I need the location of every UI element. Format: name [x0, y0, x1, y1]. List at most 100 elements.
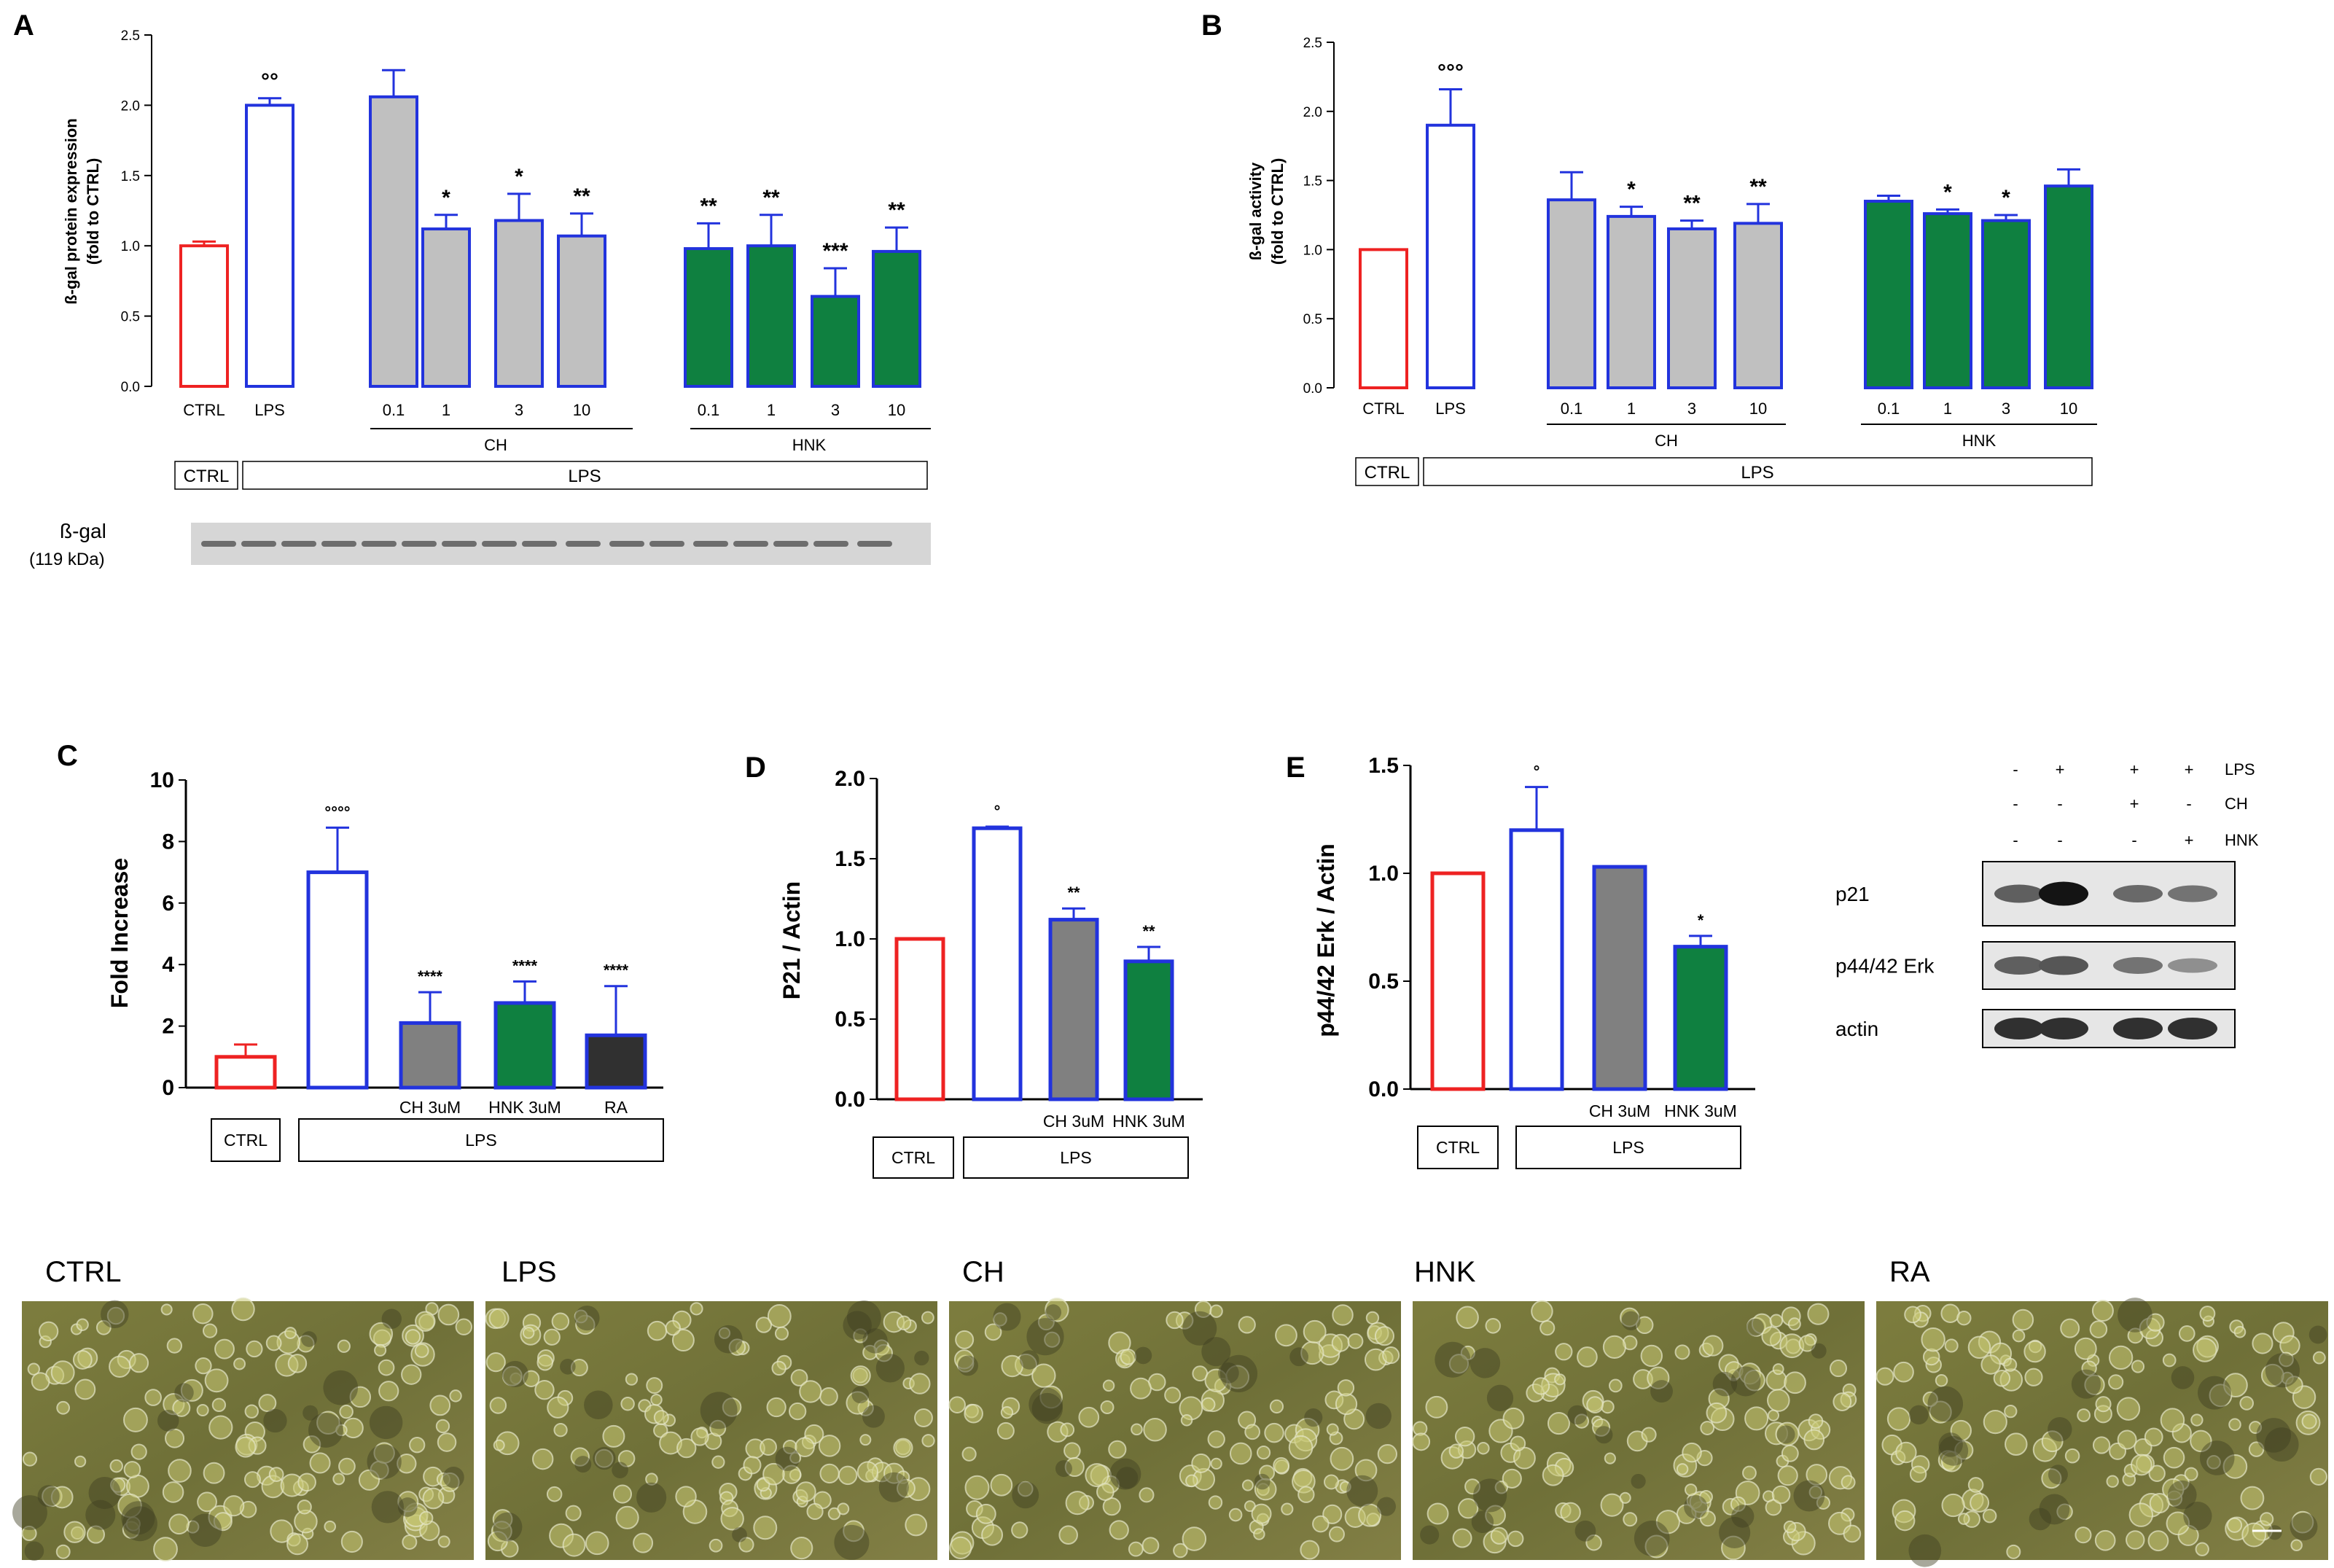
group-label-hnk: HNK: [792, 436, 827, 454]
cell: [117, 1493, 142, 1518]
cell: [1244, 1424, 1261, 1440]
cell: [1228, 1507, 1243, 1522]
cell: [2012, 1329, 2026, 1343]
y-tick-label: 1.5: [1368, 754, 1399, 778]
cell: [397, 1454, 417, 1474]
blot-band: [2039, 881, 2088, 906]
cell: [195, 1357, 212, 1375]
y-axis-label-line2: (fold to CTRL): [84, 158, 102, 265]
cell: [1956, 1310, 1972, 1326]
cell: [675, 1486, 697, 1507]
bar: [2044, 184, 2093, 390]
cell: [488, 1308, 510, 1329]
cell: [1130, 1377, 1152, 1400]
dark-region: [1029, 1387, 1063, 1421]
dark-region: [1031, 1392, 1063, 1424]
y-tick-label: 0.0: [1303, 381, 1322, 397]
cell: [180, 1378, 203, 1402]
cell: [1816, 1495, 1830, 1510]
cell: [2023, 1340, 2046, 1363]
cell: [653, 1410, 669, 1426]
cell: [130, 1443, 147, 1460]
micrograph-label: LPS: [501, 1256, 557, 1288]
dark-region: [303, 1405, 319, 1421]
dark-region: [381, 1308, 402, 1329]
dark-region: [1254, 1473, 1271, 1490]
cell: [2162, 1478, 2185, 1501]
cell: [1909, 1465, 1927, 1483]
cell: [799, 1380, 822, 1403]
cell: [429, 1395, 451, 1416]
cell: [1044, 1331, 1061, 1348]
y-tick-label: 2.5: [121, 28, 140, 44]
bar: [421, 227, 471, 388]
group-label-hnk: HNK: [1962, 432, 1997, 450]
cell: [1954, 1440, 1974, 1460]
cell: [709, 1419, 727, 1437]
cell: [203, 1462, 225, 1484]
cell: [1452, 1528, 1472, 1548]
dark-region: [323, 1370, 359, 1405]
dark-region: [1811, 1343, 1827, 1359]
dark-region: [1793, 1480, 1825, 1512]
dark-region: [1134, 1346, 1152, 1365]
cell: [709, 1538, 723, 1553]
dark-region: [1055, 1460, 1072, 1478]
dark-region: [263, 1408, 287, 1433]
y-tick-label: 1.5: [1303, 174, 1322, 190]
cell: [1256, 1446, 1271, 1460]
micrograph-label: CH: [962, 1256, 1004, 1288]
dark-region: [397, 1497, 418, 1517]
cell: [1944, 1338, 1959, 1353]
micrograph-label: RA: [1889, 1256, 1930, 1288]
condition-box-ctrl: [211, 1118, 281, 1162]
significance-label: *: [1627, 178, 1636, 202]
cell: [1275, 1324, 1297, 1347]
y-tick-label: 2.0: [1303, 105, 1322, 120]
y-axis-label: P21 / Actin: [778, 881, 805, 999]
cell: [1950, 1419, 1972, 1442]
cell: [1706, 1402, 1728, 1424]
cell: [896, 1315, 912, 1330]
cell: [2116, 1397, 2141, 1421]
cell: [1064, 1456, 1085, 1478]
dark-region: [2265, 1353, 2300, 1388]
cell: [789, 1451, 802, 1464]
cell: [1339, 1481, 1351, 1493]
dark-region: [612, 1462, 628, 1478]
cell: [455, 1318, 473, 1335]
cell: [489, 1397, 507, 1414]
category-label: 0.1: [383, 401, 405, 419]
cell: [1829, 1360, 1848, 1378]
cell: [243, 1471, 261, 1489]
treatment-label: HNK: [2225, 831, 2259, 849]
blot-band: [693, 541, 728, 547]
cell: [1608, 1378, 1623, 1393]
cell: [1109, 1520, 1129, 1540]
cell: [1957, 1513, 1970, 1525]
treatment-label: CH: [2225, 795, 2248, 813]
panel-label-e: E: [1286, 752, 1305, 784]
cell: [168, 1459, 192, 1483]
significance-label: **: [1749, 175, 1767, 199]
cell: [1807, 1303, 1830, 1325]
dark-region: [2290, 1513, 2318, 1541]
significance-label: **: [700, 194, 717, 218]
bar: [214, 1055, 277, 1090]
blot-row-label: p21: [1835, 883, 1870, 905]
dark-region: [843, 1311, 872, 1340]
cell: [335, 1424, 348, 1437]
cell: [2252, 1333, 2273, 1354]
category-label: LPS: [254, 401, 285, 419]
cell: [1592, 1418, 1611, 1437]
y-axis-label-line1: ß-gal activity: [1246, 162, 1265, 260]
significance-label: *: [2002, 186, 2010, 210]
category-label: RA: [604, 1098, 628, 1117]
category-label: 10: [888, 401, 905, 419]
dark-region: [1471, 1510, 1494, 1534]
dark-region: [574, 1456, 592, 1473]
cell: [2131, 1360, 2145, 1373]
dark-region: [2039, 1494, 2070, 1525]
dark-region: [700, 1392, 738, 1429]
cell: [1031, 1363, 1056, 1388]
